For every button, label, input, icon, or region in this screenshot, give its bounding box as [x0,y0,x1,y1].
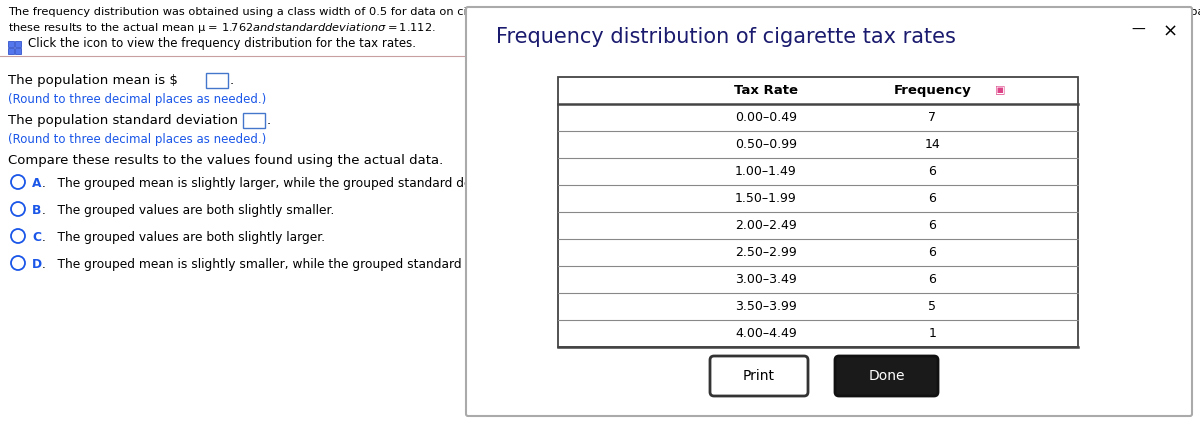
Text: 6: 6 [929,219,936,232]
Bar [8,48,13,54]
Text: 5: 5 [929,300,936,313]
Text: 6: 6 [929,246,936,259]
Bar [242,113,265,128]
Bar [14,48,20,54]
Text: Compare these results to the values found using the actual data.: Compare these results to the values foun… [8,154,443,167]
Text: 2.00–2.49: 2.00–2.49 [736,219,797,232]
Text: .: . [230,74,234,87]
Text: Frequency distribution of cigarette tax rates: Frequency distribution of cigarette tax … [496,27,956,47]
Text: Tax Rate: Tax Rate [734,84,798,97]
Text: D: D [32,258,42,271]
Text: The frequency distribution was obtained using a class width of 0.5 for data on c: The frequency distribution was obtained … [8,7,1200,17]
Text: these results to the actual mean μ = $1.762 and standard deviation σ = $1.112.: these results to the actual mean μ = $1.… [8,21,436,35]
Text: 6: 6 [929,273,936,286]
Text: The population standard deviation is $: The population standard deviation is $ [8,114,265,127]
Text: 0.00–0.49: 0.00–0.49 [734,111,797,124]
Bar [530,49,548,63]
Text: .   The grouped values are both slightly larger.: . The grouped values are both slightly l… [42,231,325,244]
Text: (Round to three decimal places as needed.): (Round to three decimal places as needed… [8,133,266,146]
Text: 0.50–0.99: 0.50–0.99 [734,138,797,151]
Text: 3.00–3.49: 3.00–3.49 [736,273,797,286]
Text: A: A [32,177,42,190]
Text: ×: × [1163,23,1177,41]
Text: ►: ► [536,51,541,57]
Bar [206,73,228,88]
Text: .   The grouped mean is slightly smaller, while the grouped standard deviation i: . The grouped mean is slightly smaller, … [42,258,628,271]
Bar [8,41,13,46]
Bar [558,77,1078,347]
Text: 2.50–2.99: 2.50–2.99 [736,246,797,259]
Text: .   The grouped mean is slightly larger, while the grouped standard deviation is: . The grouped mean is slightly larger, w… [42,177,628,190]
Text: 3.50–3.99: 3.50–3.99 [736,300,797,313]
Text: 6: 6 [929,165,936,178]
Text: —: — [1132,23,1145,37]
Text: ▣: ▣ [995,85,1006,96]
Text: 6: 6 [929,192,936,205]
Text: 7: 7 [929,111,936,124]
Text: 1: 1 [929,327,936,340]
Text: Print: Print [743,369,775,383]
Text: Click the icon to view the frequency distribution for the tax rates.: Click the icon to view the frequency dis… [28,37,416,50]
Text: 14: 14 [924,138,941,151]
Text: Frequency: Frequency [894,84,971,97]
FancyBboxPatch shape [710,356,808,396]
Text: (Round to three decimal places as needed.): (Round to three decimal places as needed… [8,93,266,106]
Text: 1.50–1.99: 1.50–1.99 [736,192,797,205]
FancyBboxPatch shape [466,7,1192,416]
Text: 1.00–1.49: 1.00–1.49 [736,165,797,178]
Text: 4.00–4.49: 4.00–4.49 [736,327,797,340]
Text: .: . [266,114,271,127]
Text: Done: Done [869,369,905,383]
Text: C: C [32,231,41,244]
Text: .   The grouped values are both slightly smaller.: . The grouped values are both slightly s… [42,204,335,217]
Bar [14,41,20,46]
Text: The population mean is $: The population mean is $ [8,74,178,87]
Text: B: B [32,204,41,217]
FancyBboxPatch shape [835,356,938,396]
